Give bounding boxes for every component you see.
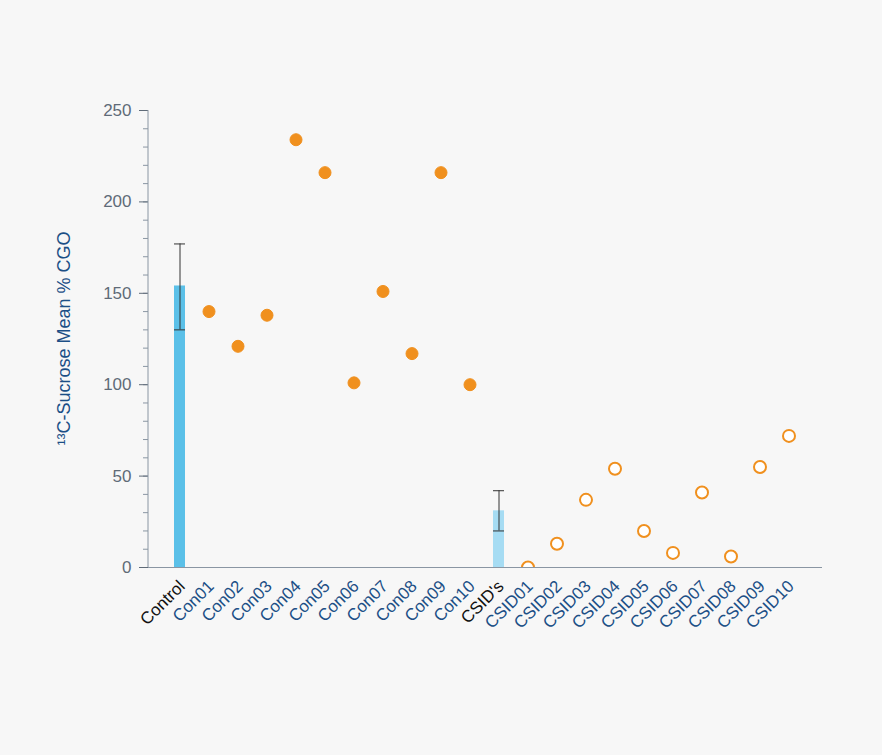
svg-text:Con05: Con05	[284, 576, 334, 626]
svg-text:CSID01: CSID01	[481, 576, 537, 633]
svg-text:Con02: Con02	[197, 576, 247, 626]
svg-text:0: 0	[122, 558, 131, 577]
svg-text:100: 100	[103, 375, 131, 394]
svg-text:CSID05: CSID05	[597, 576, 653, 633]
svg-text:Con07: Con07	[342, 576, 392, 626]
svg-text:Control: Control	[136, 576, 189, 629]
svg-text:CSID04: CSID04	[568, 576, 624, 633]
svg-text:CSID08: CSID08	[684, 576, 740, 633]
svg-text:CSID06: CSID06	[626, 576, 682, 633]
svg-text:150: 150	[103, 284, 131, 303]
svg-text:CSID07: CSID07	[655, 576, 711, 633]
svg-text:CSID03: CSID03	[539, 576, 595, 633]
svg-text:Con08: Con08	[371, 576, 421, 626]
svg-text:CSID's: CSID's	[457, 576, 508, 628]
svg-text:200: 200	[103, 192, 131, 211]
svg-text:CSID09: CSID09	[713, 576, 769, 633]
svg-text:Con03: Con03	[226, 576, 276, 626]
svg-text:Con04: Con04	[255, 576, 305, 626]
svg-text:CSID02: CSID02	[510, 576, 566, 633]
svg-text:Con01: Con01	[168, 576, 218, 626]
svg-text:250: 250	[103, 101, 131, 120]
svg-text:Con06: Con06	[313, 576, 363, 626]
svg-text:Con09: Con09	[400, 576, 450, 626]
svg-text:¹³C-Sucrose Mean % CGO: ¹³C-Sucrose Mean % CGO	[54, 231, 74, 445]
svg-text:CSID10: CSID10	[742, 577, 798, 633]
svg-text:Con10: Con10	[429, 576, 479, 626]
svg-text:50: 50	[113, 467, 132, 486]
